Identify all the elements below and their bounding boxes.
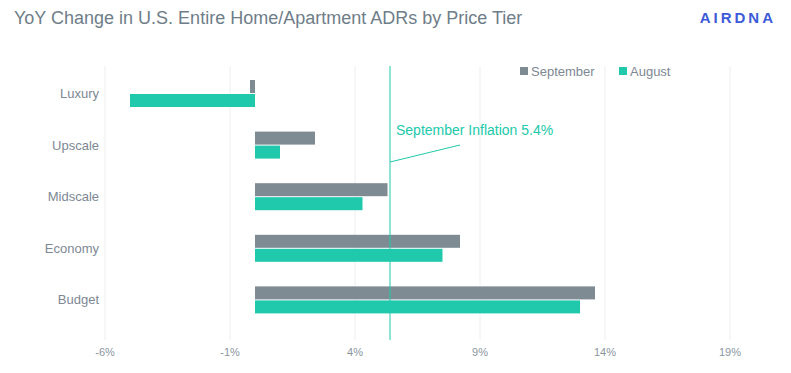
tick-label: 4% [347, 346, 363, 358]
legend-label: August [630, 64, 671, 79]
bar [255, 197, 363, 210]
annotation-leader [390, 145, 460, 162]
legend-swatch [619, 67, 627, 75]
grid-line [605, 66, 606, 340]
category-label: Midscale [48, 189, 99, 204]
annotation-text: September Inflation 5.4% [396, 122, 553, 138]
bar [255, 132, 315, 145]
annotation-line-group [390, 66, 391, 340]
grid-line [730, 66, 731, 340]
bar [255, 183, 388, 196]
tick-label: 19% [719, 346, 741, 358]
bar [130, 94, 255, 107]
bar [255, 300, 580, 313]
category-label: Upscale [52, 138, 99, 153]
tick-label: -1% [220, 346, 240, 358]
category-label: Budget [58, 292, 100, 307]
tick-label: 9% [472, 346, 488, 358]
bar [255, 286, 595, 299]
grid [105, 66, 730, 340]
chart: YoY Change in U.S. Entire Home/Apartment… [0, 0, 791, 373]
logo: AIRDNA [700, 9, 776, 26]
bar [255, 249, 443, 262]
title: YoY Change in U.S. Entire Home/Apartment… [14, 8, 522, 28]
bar [255, 235, 460, 248]
tick-label: -6% [95, 346, 115, 358]
legend-swatch [520, 67, 528, 75]
grid-line [105, 66, 106, 340]
category-label: Economy [45, 241, 100, 256]
category-label: Luxury [60, 86, 100, 101]
background [0, 0, 791, 373]
legend: September August [520, 64, 671, 79]
tick-label: 14% [594, 346, 616, 358]
bar [250, 80, 255, 93]
grid-line [230, 66, 231, 340]
annotation-line [390, 66, 391, 340]
legend-label: September [531, 64, 595, 79]
bars [130, 80, 595, 313]
bar [255, 146, 280, 159]
